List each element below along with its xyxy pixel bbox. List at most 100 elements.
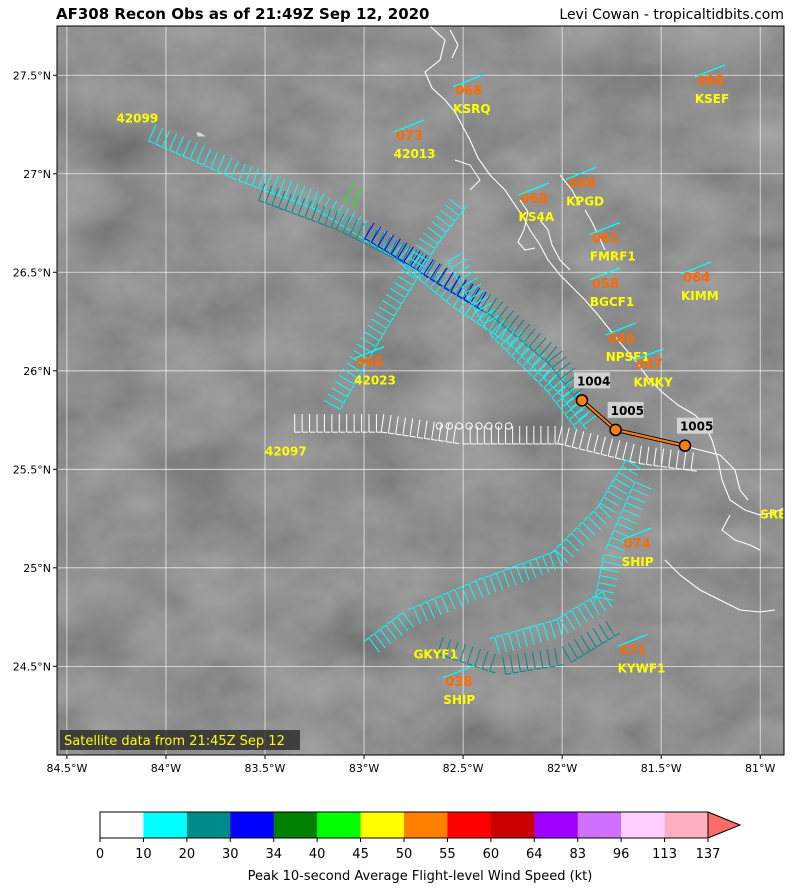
wind-barb-flag <box>454 273 459 280</box>
wind-barb <box>429 263 441 280</box>
wind-barb-flag <box>615 457 622 460</box>
wind-barb <box>423 259 434 275</box>
wind-barb <box>327 393 344 404</box>
wind-barb <box>557 425 563 444</box>
wind-barb-flag <box>377 245 384 250</box>
aircraft-icon <box>186 132 207 137</box>
wind-barb <box>462 282 473 299</box>
wind-barb-flag <box>437 653 444 657</box>
wind-barb <box>587 516 602 530</box>
station-name: KSEF <box>695 92 729 106</box>
wind-barb <box>564 613 575 630</box>
wind-barb-flag <box>595 589 598 596</box>
wind-barb-flag <box>555 543 561 549</box>
wind-barb <box>413 252 424 269</box>
wind-barb <box>547 380 563 392</box>
wind-barb <box>568 408 584 421</box>
wind-barb-flag <box>364 238 371 242</box>
wind-barb <box>368 637 381 653</box>
wind-barb-flag <box>397 612 404 617</box>
wind-barb <box>555 391 571 404</box>
wind-barb <box>556 619 563 637</box>
wind-barb-flag <box>557 442 564 446</box>
wind-barb <box>391 620 403 636</box>
wind-barb <box>344 183 355 200</box>
station-name: BGCF1 <box>590 295 634 309</box>
wind-barb <box>348 219 358 237</box>
wind-barb <box>264 185 273 204</box>
wind-barb-flag <box>431 438 438 441</box>
wind-barb-flag <box>438 282 444 287</box>
wind-barb <box>546 649 551 667</box>
wind-barb-flag <box>346 391 351 398</box>
wind-barb-flag <box>550 550 557 554</box>
wind-barb-flag <box>564 413 569 420</box>
wind-barb-flag <box>361 366 366 372</box>
wind-barb-flag <box>596 582 599 589</box>
wind-barb <box>535 625 542 643</box>
wind-barb <box>413 260 426 275</box>
wind-barb <box>459 644 467 662</box>
wind-barb-flag <box>559 613 566 618</box>
wind-barb-flag <box>363 637 370 642</box>
wind-barb <box>338 374 355 385</box>
wind-barb-flag <box>402 434 409 437</box>
wind-barb-flag <box>603 490 608 497</box>
wind-barb <box>496 305 509 321</box>
wind-barb <box>574 638 585 655</box>
satellite-note-bg <box>60 730 300 750</box>
station-wind-value: 068 <box>568 176 595 191</box>
wind-barb-flag <box>690 469 698 472</box>
wind-barb-flag <box>470 318 477 323</box>
wind-barb <box>444 204 460 216</box>
wind-barb <box>468 286 479 303</box>
wind-barb <box>278 178 286 196</box>
wind-barb <box>538 369 552 384</box>
wind-barb-flag <box>395 433 402 436</box>
wind-barb <box>610 484 627 495</box>
wind-barb <box>557 380 573 392</box>
center-fix-marker <box>609 423 622 437</box>
wind-barb <box>564 402 580 415</box>
wind-barb <box>454 589 463 607</box>
wind-barb <box>391 242 405 257</box>
wind-barb <box>408 249 418 266</box>
wind-barb <box>547 350 563 363</box>
station-wind-value: 088 <box>697 74 724 89</box>
wind-barb <box>148 124 157 142</box>
wind-barb-flag <box>566 609 572 614</box>
lon-tick-label: 81°W <box>745 762 775 775</box>
station-wind-value: 073 <box>396 129 423 144</box>
wind-barb <box>443 272 454 288</box>
station-wind-barb <box>452 74 484 88</box>
wind-barb-flag <box>474 665 481 669</box>
wind-barb <box>631 488 649 497</box>
wind-barb <box>404 263 421 274</box>
wind-barb-flag <box>602 554 605 561</box>
wind-barb-flag <box>362 241 369 246</box>
wind-barb-flag <box>182 155 189 160</box>
wind-barb-flag <box>388 255 395 259</box>
map-title: AF308 Recon Obs as of 21:49Z Sep 12, 202… <box>56 5 430 23</box>
wind-barb-flag <box>462 204 468 211</box>
wind-barb-flag <box>534 351 540 356</box>
wind-barb <box>536 358 551 372</box>
wind-barb <box>528 560 537 578</box>
wind-barb <box>602 591 613 608</box>
station-wind-value: 074 <box>624 537 651 552</box>
station-wind-value: 038 <box>445 675 472 690</box>
wind-barb-flag <box>622 502 627 509</box>
wind-barb <box>338 208 350 225</box>
wind-barb-flag <box>501 324 507 329</box>
wind-barb <box>203 148 212 166</box>
wind-barb <box>470 303 482 320</box>
wind-barb <box>571 429 578 448</box>
wind-barb-flag <box>339 223 345 228</box>
wind-barb <box>465 283 482 294</box>
wind-barb-flag <box>509 343 515 349</box>
wind-barb <box>445 287 459 302</box>
wind-barb-flag <box>586 450 593 453</box>
wind-barb <box>342 216 352 233</box>
wind-barb-flag <box>582 424 588 431</box>
lon-tick-label: 81.5°W <box>641 762 682 775</box>
